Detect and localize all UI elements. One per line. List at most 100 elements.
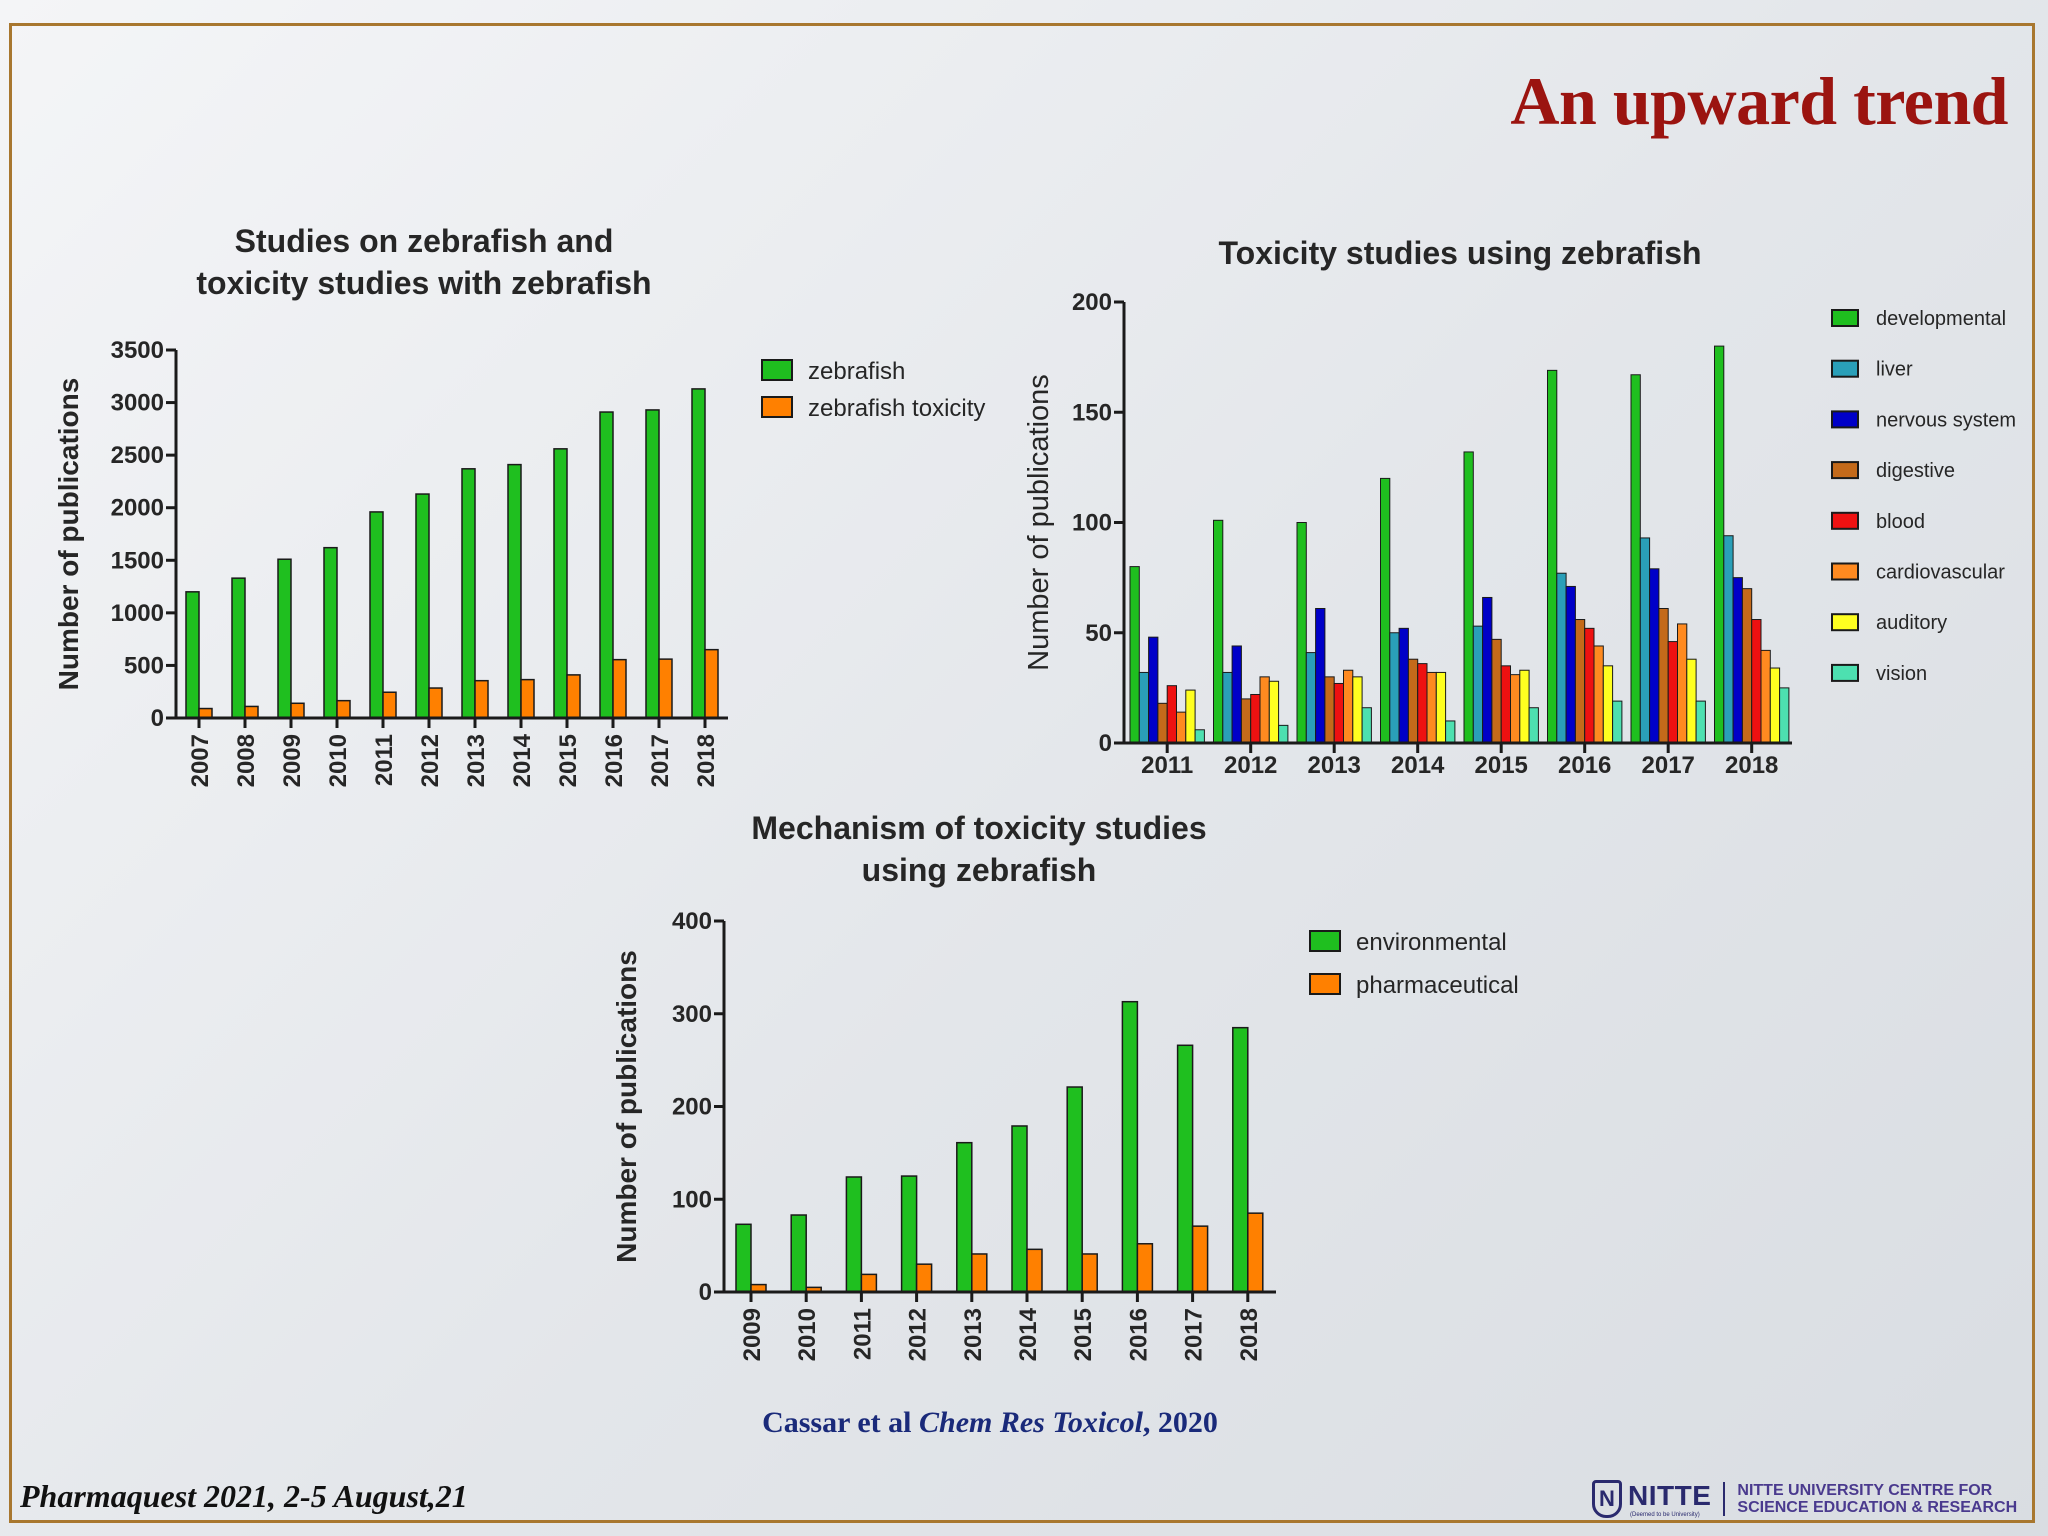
y-tick-label: 0 [151,705,164,732]
slide-title: An upward trend [1510,63,2008,139]
x-tick-label: 2012 [905,1308,932,1361]
legend-label-nervous-system: nervous system [1876,409,2016,431]
nitte-logo: N NITTE (Deemed to be University) NITTE … [1592,1478,2017,1520]
y-axis-label: Number of publications [1023,374,1055,671]
nitte-shield-icon: N [1592,1480,1622,1518]
legend-label-liver: liver [1876,359,1913,381]
bar-pharmaceutical-2014 [1026,1248,1043,1293]
y-axis-label: Number of publications [53,378,84,691]
chart-mechanism-studies: Mechanism of toxicity studies using zebra… [611,810,1519,1361]
legend-label-environmental: environmental [1356,929,1507,956]
x-tick-label: 2016 [1125,1308,1152,1361]
legend-swatch-environmental [1309,930,1341,952]
y-tick-label: 100 [1072,510,1112,537]
bar-pharmaceutical-2017 [1191,1225,1209,1293]
x-tick-label: 2016 [1558,752,1611,779]
y-axis-label: Number of publications [611,950,642,1263]
chart-title-line: toxicity studies with zebrafish [196,265,651,301]
logo-org-name: NITTE UNIVERSITY CENTRE FOR SCIENCE EDUC… [1737,1482,2017,1516]
legend-label-zebrafish-toxicity: zebrafish toxicity [808,395,985,422]
bar-environmental-2014 [1011,1125,1028,1293]
legend-label-blood: blood [1876,511,1925,533]
y-tick-label: 200 [1072,289,1112,316]
citation-authors: Cassar et al [762,1406,912,1439]
x-tick-label: 2018 [693,734,720,787]
x-tick-label: 2013 [960,1308,987,1361]
legend-label-zebrafish: zebrafish [808,358,905,385]
x-tick-label: 2018 [1725,752,1778,779]
x-tick-label: 2017 [1642,752,1695,779]
logo-org-line1: NITTE UNIVERSITY CENTRE FOR [1737,1482,1993,1499]
bar-pharmaceutical-2015 [1081,1253,1098,1293]
bar-environmental-2016 [1121,1000,1139,1293]
x-tick-label: 2009 [739,1308,766,1361]
x-tick-label: 2014 [1391,752,1445,779]
logo-divider [1723,1482,1726,1516]
footer-event: Pharmaquest 2021, 2-5 August,21 [20,1478,468,1514]
y-tick-label: 0 [1099,730,1112,757]
chart-title-line: Studies on zebrafish and [235,223,614,259]
x-tick-label: 2017 [647,734,674,787]
x-tick-label: 2014 [509,733,536,787]
y-tick-label: 3500 [111,337,164,364]
bar-pharmaceutical-2013 [971,1253,988,1293]
x-tick-label: 2011 [1141,752,1193,779]
bar-environmental-2011 [845,1176,863,1293]
citation: Cassar et al Chem Res Toxicol, 2020 [0,1406,1980,1440]
bar-environmental-2018 [1232,1026,1249,1293]
legend-label-digestive: digestive [1876,460,1955,482]
y-tick-label: 200 [672,1094,712,1121]
y-tick-label: 1000 [111,600,164,627]
x-tick-label: 2007 [187,734,214,787]
legend-label-developmental: developmental [1876,308,2006,330]
citation-year: , 2020 [1142,1406,1218,1439]
y-tick-label: 100 [672,1186,712,1213]
bar-environmental-2012 [900,1175,918,1293]
bar-environmental-2015 [1066,1086,1083,1293]
x-tick-label: 2015 [555,734,582,787]
legend-swatch-nervous-system [1831,410,1859,429]
x-tick-label: 2010 [325,734,352,787]
legend-swatch-auditory [1831,613,1859,632]
bar-environmental-2013 [956,1141,973,1293]
legend-swatch-zebrafish-toxicity [761,396,793,418]
legend-swatch-cardiovascular [1831,562,1859,581]
bar-pharmaceutical-2012 [915,1263,933,1293]
legend-label-cardiovascular: cardiovascular [1876,562,2005,584]
x-tick-label: 2011 [849,1308,876,1360]
logo-subtext: (Deemed to be University) [1630,1512,1700,1518]
bar-pharmaceutical-2016 [1136,1243,1154,1293]
chart-title-line: Mechanism of toxicity studies [751,810,1206,846]
legend-label-auditory: auditory [1876,612,1947,634]
x-tick-label: 2012 [417,734,444,787]
x-tick-label: 2008 [233,734,260,787]
x-tick-label: 2009 [279,734,306,787]
y-tick-label: 2000 [111,495,164,522]
legend-label-pharmaceutical: pharmaceutical [1356,972,1519,999]
y-tick-label: 300 [672,1001,712,1028]
y-tick-label: 400 [672,908,712,935]
legend-swatch-digestive [1831,461,1859,480]
x-tick-label: 2012 [1224,752,1277,779]
chart-title-line: Toxicity studies using zebrafish [1218,235,1701,271]
x-tick-label: 2013 [1308,752,1361,779]
bar-pharmaceutical-2011 [860,1273,878,1293]
y-tick-label: 1500 [111,547,164,574]
x-tick-label: 2014 [1015,1307,1042,1361]
legend-swatch-liver [1831,359,1859,378]
y-tick-label: 500 [124,652,164,679]
y-tick-label: 0 [699,1279,712,1306]
legend-swatch-vision [1831,663,1859,682]
slide-frame [9,23,2035,1523]
x-tick-label: 2017 [1181,1308,1208,1361]
y-tick-label: 3000 [111,390,164,417]
legend-swatch-zebrafish [761,359,793,381]
bar-environmental-2017 [1176,1044,1194,1293]
chart-zebrafish-studies: Studies on zebrafish and toxicity studies… [53,223,985,787]
y-tick-label: 2500 [111,442,164,469]
logo-wordmark: NITTE [1628,1480,1712,1511]
bar-environmental-2009 [735,1223,752,1293]
x-tick-label: 2010 [794,1308,821,1361]
y-tick-label: 150 [1072,399,1112,426]
x-tick-label: 2015 [1070,1308,1097,1361]
